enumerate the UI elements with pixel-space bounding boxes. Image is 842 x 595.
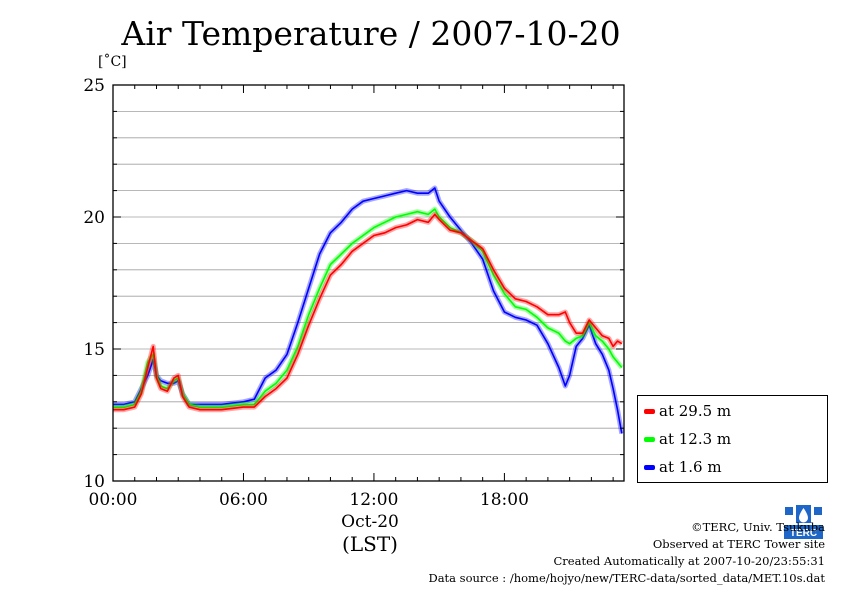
date-label: Oct-20 [341, 512, 399, 532]
legend-swatch-green [644, 436, 655, 442]
copyright-text: ©TERC, Univ. Tsukuba [691, 520, 825, 534]
y-tick-label: 25 [83, 76, 105, 96]
x-tick-label: 18:00 [480, 490, 529, 510]
series-line [113, 213, 623, 411]
legend-label: at 1.6 m [659, 458, 722, 476]
plot-frame [112, 84, 625, 482]
series-line [113, 187, 623, 434]
series-layer [113, 185, 625, 434]
legend-item: at 1.6 m [644, 457, 722, 477]
terc-logo: TERC [783, 503, 824, 540]
created-text: Created Automatically at 2007-10-20/23:5… [553, 554, 826, 568]
legend-item: at 29.5 m [644, 401, 731, 421]
data-source-text: Data source : /home/hojyo/new/TERC-data/… [428, 571, 825, 585]
legend-swatch-red [644, 408, 655, 414]
chart-title: Air Temperature / 2007-10-20 [121, 14, 621, 53]
y-tick-label: 20 [83, 208, 105, 228]
observed-text: Observed at TERC Tower site [652, 537, 825, 551]
x-tick-label: 06:00 [219, 490, 268, 510]
legend: at 29.5 m at 12.3 m at 1.6 m [637, 395, 828, 483]
y-axis-unit: [˚C] [98, 54, 127, 70]
legend-item: at 12.3 m [644, 429, 731, 449]
y-tick-label: 10 [83, 472, 105, 492]
timezone-label: (LST) [342, 532, 398, 556]
ticks: 00:00 06:00 12:00 18:00 10 15 20 25 [83, 76, 624, 510]
x-tick-label: 12:00 [349, 490, 398, 510]
legend-label: at 12.3 m [659, 430, 732, 448]
x-tick-label: 00:00 [89, 490, 138, 510]
credits: ©TERC, Univ. Tsukuba Observed at TERC To… [428, 519, 825, 587]
legend-label: at 29.5 m [659, 402, 732, 420]
grid [113, 111, 624, 456]
legend-swatch-blue [644, 464, 655, 470]
y-tick-label: 15 [83, 340, 105, 360]
series-line [113, 208, 623, 408]
logo-text: TERC [790, 528, 817, 539]
